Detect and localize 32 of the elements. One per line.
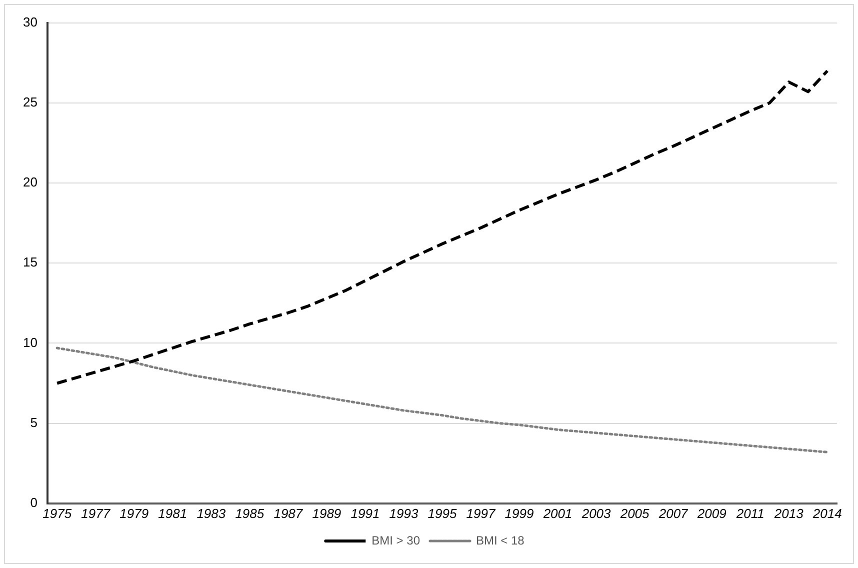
- x-tick-label: 2005: [619, 506, 650, 521]
- x-tick-label: 1987: [274, 506, 304, 521]
- x-tick-label: 1981: [158, 506, 188, 521]
- x-tick-label: 1979: [120, 506, 149, 521]
- x-tick-label: 2011: [735, 506, 764, 521]
- y-tick-label: 0: [30, 494, 38, 510]
- y-tick-label: 5: [30, 414, 38, 430]
- x-tick-label: 1989: [312, 506, 342, 521]
- legend-label: BMI > 30: [372, 533, 420, 548]
- y-tick-label: 15: [22, 254, 38, 270]
- x-tick-label: 2009: [696, 506, 726, 521]
- x-tick-label: 2007: [658, 506, 689, 521]
- x-tick-label: 2013: [773, 506, 804, 521]
- line-series: [56, 346, 829, 454]
- x-tick-label: 1991: [350, 506, 380, 521]
- x-tick-label: 2003: [580, 506, 612, 521]
- y-tick-label: 20: [22, 174, 38, 190]
- x-tick-label: 2001: [542, 506, 572, 521]
- line-series: [56, 69, 829, 385]
- y-tick-label: 25: [22, 94, 38, 110]
- x-tick-label: 1999: [504, 506, 534, 521]
- x-tick-label: 1985: [235, 506, 265, 521]
- x-tick-label: 1975: [42, 506, 72, 521]
- y-tick-label: 10: [22, 334, 38, 350]
- x-tick-label: 1983: [196, 506, 226, 521]
- x-tick-label: 1977: [81, 506, 111, 521]
- y-tick-label: 30: [22, 14, 38, 30]
- x-tick-label: 2014: [812, 506, 842, 521]
- legend-label: BMI < 18: [476, 533, 525, 548]
- x-tick-label: 1993: [389, 506, 419, 521]
- x-tick-label: 1997: [466, 506, 496, 521]
- x-tick-label: 1995: [428, 506, 458, 521]
